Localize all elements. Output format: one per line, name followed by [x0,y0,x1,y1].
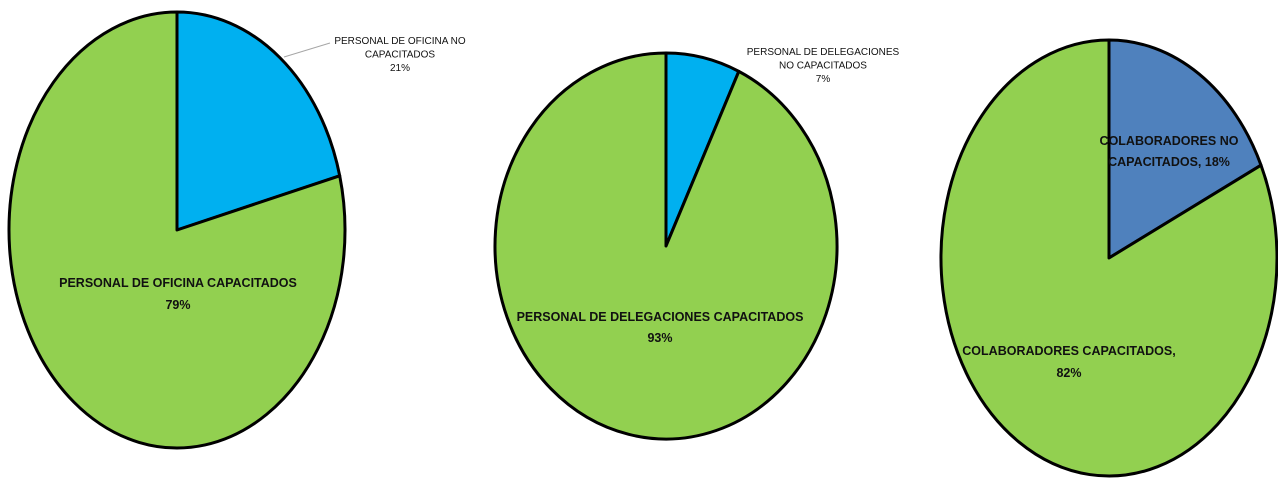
slice-data-label: PERSONAL DE DELEGACIONES NO CAPACITADOS 7% [747,47,900,85]
slice-data-label: PERSONAL DE DELEGACIONES CAPACITADOS 93% [517,310,804,345]
pie-chart-3: COLABORADORES NO CAPACITADOS, 18% COLABORA… [939,38,1278,478]
slice-data-label: PERSONAL DE OFICINA CAPACITADOS 79% [59,276,297,312]
leader-line [283,42,331,58]
pie-slice [939,38,1278,478]
pie-chart-1: PERSONAL DE OFICINA NO CAPACITADOS 21% PERS… [7,10,466,450]
pie-chart-2: PERSONAL DE DELEGACIONES NO CAPACITADOS 7%… [493,47,900,441]
pie-slice [1107,38,1263,260]
pie-slice [493,51,839,441]
slice-data-label: PERSONAL DE OFICINA NO CAPACITADOS 21% [334,36,466,74]
pie-slice [175,10,342,232]
pie-slice [7,10,347,450]
slice-data-label: COLABORADORES NO CAPACITADOS, 18% [1100,134,1239,169]
slice-data-label: COLABORADORES CAPACITADOS, 82% [962,344,1175,380]
